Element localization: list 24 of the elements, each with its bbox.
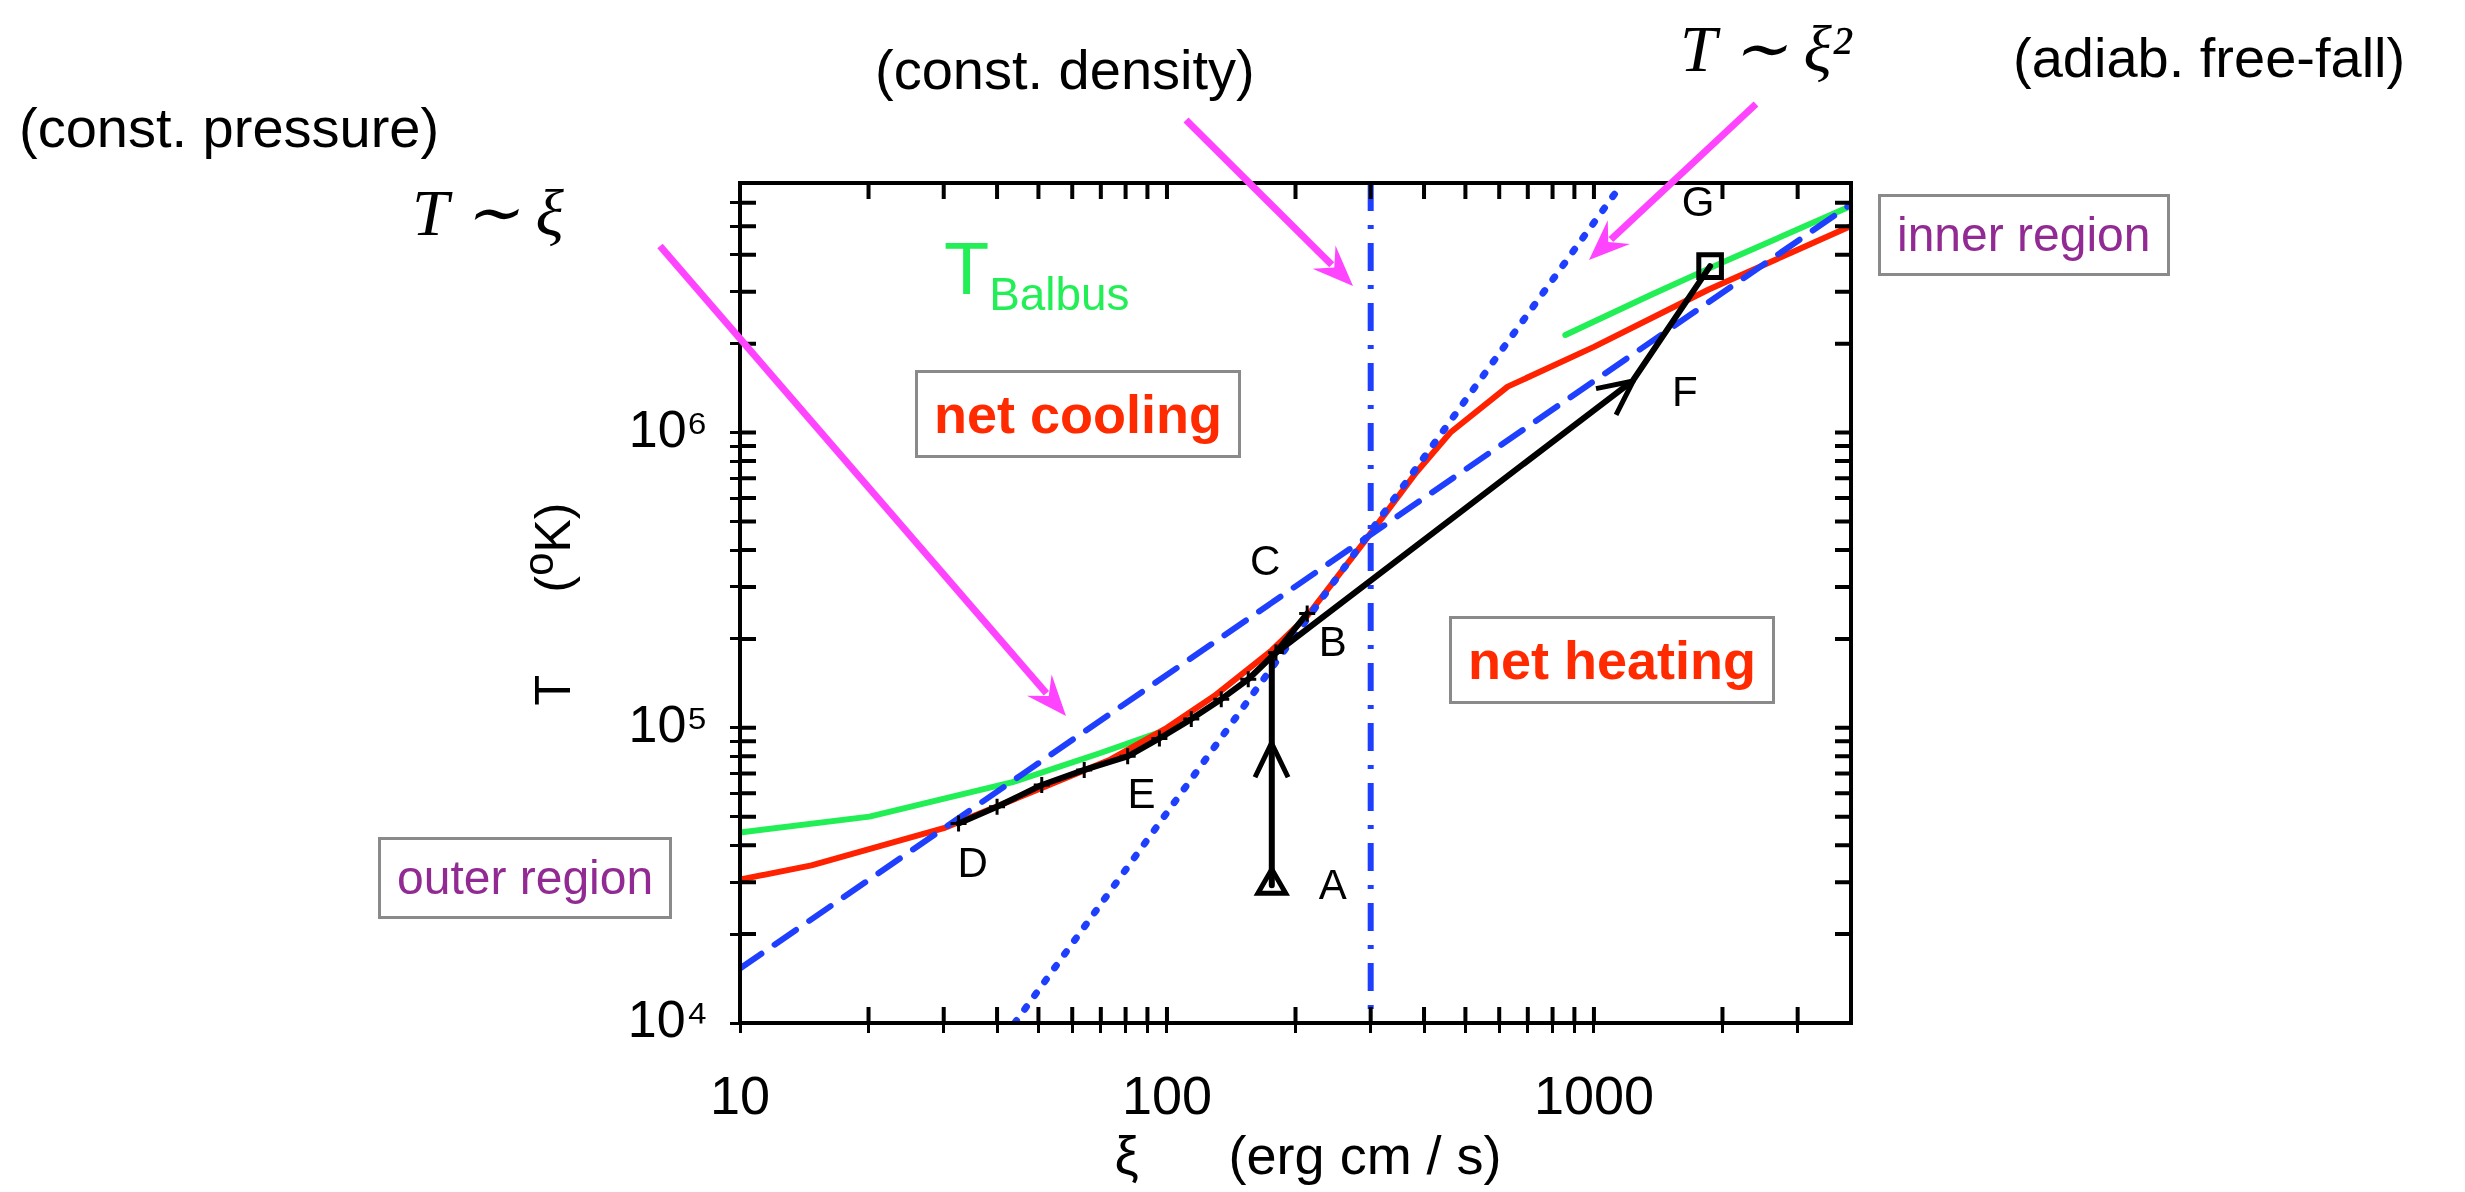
text: (const. density) — [875, 38, 1255, 101]
text: T$_{Balbus}$ — [944, 227, 1130, 320]
y-tick-label: 10⁶ — [628, 399, 708, 458]
y-tick-label: 10⁵ — [628, 695, 708, 754]
annotation: C — [1250, 536, 1281, 584]
text: inner region — [1878, 194, 2170, 276]
text: (adiab. free-fall) — [2013, 26, 2406, 89]
annotation: B — [1318, 617, 1347, 665]
annotation: A — [1318, 860, 1347, 908]
annotation: G — [1681, 177, 1715, 225]
text: (const. pressure) — [19, 96, 440, 159]
annotation: net cooling — [915, 370, 1241, 458]
annotation: D — [957, 839, 988, 887]
x-tick-label: 10 — [709, 1065, 771, 1126]
text: T ∼ ξ² — [1680, 12, 1852, 85]
annotation: E — [1127, 770, 1156, 818]
text: outer region — [378, 837, 673, 919]
x-axis-title: ξ (erg cm / s) — [1114, 1125, 1502, 1185]
x-tick-label: 100 — [1121, 1065, 1213, 1126]
text: T ∼ ξ — [412, 176, 564, 249]
annotation: net heating — [1449, 616, 1776, 704]
y-tick-label: 10⁴ — [627, 990, 708, 1049]
annotation: F — [1672, 368, 1698, 416]
x-tick-label: 1000 — [1533, 1065, 1655, 1126]
